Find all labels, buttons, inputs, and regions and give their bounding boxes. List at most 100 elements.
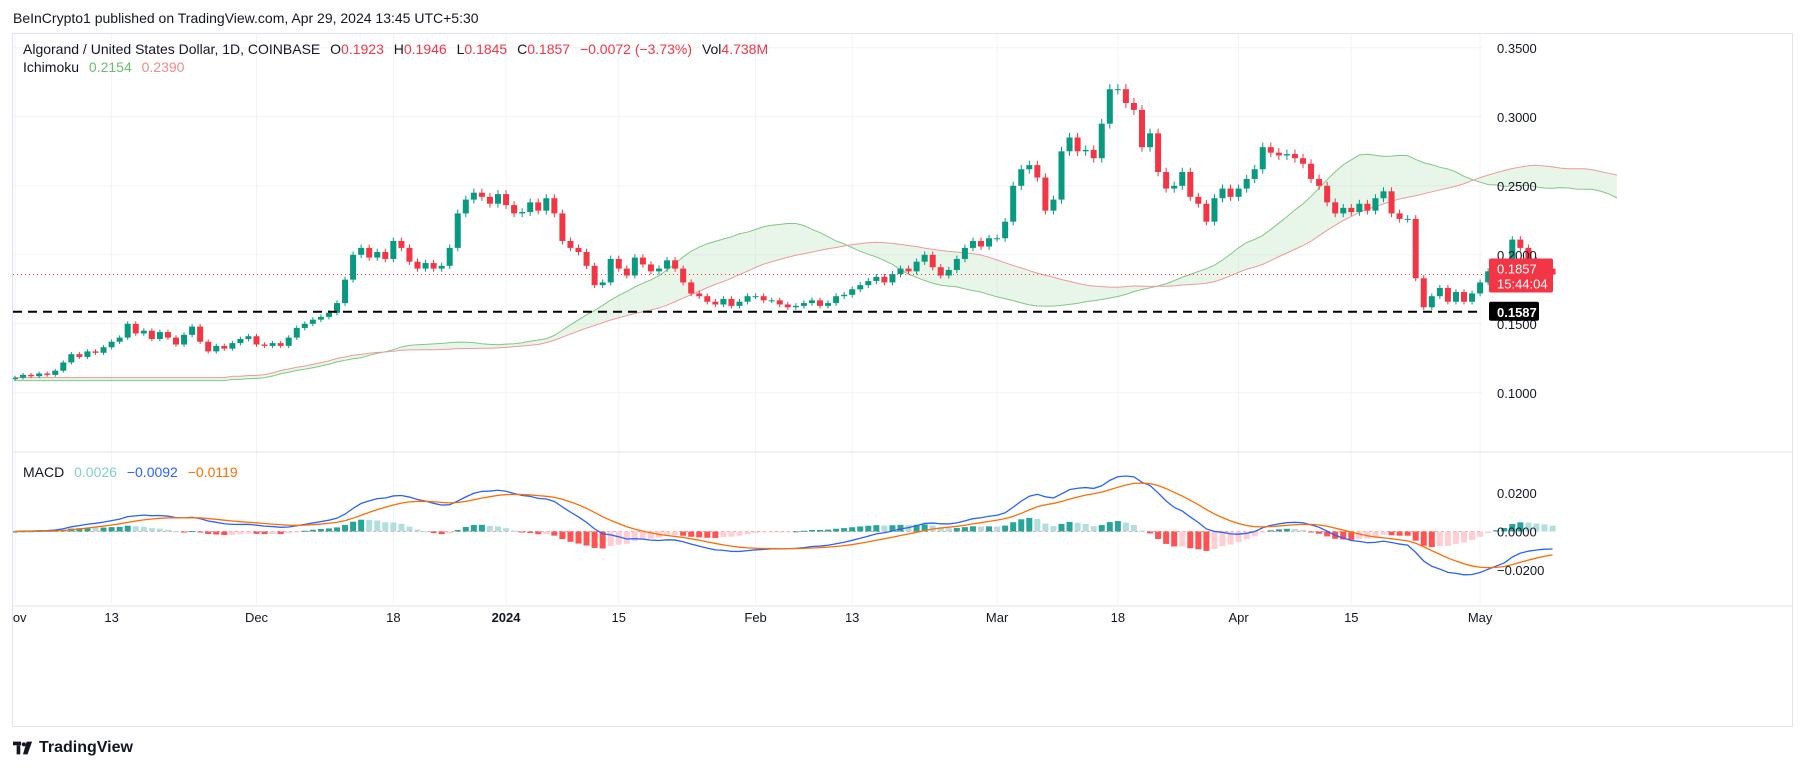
candle-body	[325, 312, 332, 317]
candle-body	[1042, 177, 1049, 211]
candle-body	[704, 296, 711, 302]
candle-body	[1195, 196, 1202, 204]
candle-body	[181, 334, 188, 345]
candle-body	[382, 252, 389, 259]
macd-hist-bar	[881, 525, 888, 532]
macd-hist-bar	[841, 528, 848, 532]
macd-hist-bar	[559, 531, 566, 540]
macd-hist-bar	[1396, 531, 1403, 536]
candle-body	[631, 257, 638, 276]
macd-hist-bar	[124, 525, 131, 532]
macd-hist-bar	[1300, 529, 1306, 532]
candle-body	[784, 304, 791, 308]
symbol-title: Algorand / United States Dollar, 1D, COI…	[23, 41, 321, 57]
candle-body	[1082, 149, 1089, 152]
macd-hist-bar	[108, 527, 115, 532]
candle-body	[100, 347, 107, 353]
macd-hist-bar	[245, 531, 252, 534]
date-tick-label: Dec	[245, 610, 269, 625]
macd-hist-bar	[173, 531, 179, 533]
date-tick-label: 18	[386, 610, 400, 625]
candle-body	[108, 341, 115, 348]
candle-body	[1026, 165, 1033, 170]
candle-body	[953, 258, 960, 270]
candle-body	[156, 332, 163, 339]
candle-body	[688, 282, 695, 294]
macd-hist-bar	[945, 528, 952, 532]
macd-hist-bar	[406, 526, 413, 532]
candle-body	[591, 265, 598, 286]
candle-body	[495, 194, 501, 204]
tradingview-brand[interactable]: TradingView	[13, 739, 133, 757]
candle-body	[800, 303, 807, 306]
candle-body	[503, 194, 510, 206]
candle-body	[398, 241, 405, 248]
candle-body	[269, 343, 276, 346]
price-levels	[13, 274, 1483, 313]
macd-hist-bar	[1251, 531, 1258, 537]
candle-body	[575, 247, 582, 253]
ohlc-high: H0.1946	[393, 41, 447, 57]
candle-body	[1300, 158, 1306, 164]
publish-info: BeInCrypto1 published on TradingView.com…	[13, 10, 479, 26]
candle-body	[1090, 149, 1097, 159]
candle-body	[1058, 151, 1065, 200]
macd-hist-bar	[213, 531, 220, 535]
macd-hist-bar	[325, 528, 332, 532]
macd-line-value: −0.0092	[126, 464, 178, 480]
macd-hist-bar	[1485, 531, 1492, 534]
candle-body	[84, 351, 91, 357]
chart-canvas[interactable]: 0.35000.30000.25000.20000.15000.1000Nov1…	[13, 34, 1792, 726]
ichimoku-label: Ichimoku	[23, 59, 80, 75]
candle-body	[1243, 178, 1250, 189]
macd-label: MACD	[23, 464, 65, 480]
macd-hist-bar	[1219, 531, 1226, 547]
candle-body	[945, 269, 952, 276]
macd-hist-bar	[1412, 531, 1419, 541]
candle-body	[768, 300, 775, 302]
candle-body	[1485, 271, 1492, 283]
last-price-tag-bg	[1489, 258, 1553, 293]
candle-body	[1372, 198, 1379, 211]
macd-hist-bar	[575, 531, 582, 544]
candle-body	[76, 354, 83, 357]
candle-body	[913, 261, 920, 272]
macd-hist-bar	[334, 527, 340, 532]
macd-hist-bar	[800, 530, 807, 532]
candle-body	[92, 351, 99, 353]
macd-hist-bar	[1243, 531, 1250, 540]
macd-hist-bar	[1203, 531, 1210, 551]
candle-body	[1259, 147, 1266, 170]
macd-hist-bar	[1461, 531, 1467, 543]
axes: 0.35000.30000.25000.20000.15000.1000Nov1…	[13, 41, 1792, 625]
candle-body	[1163, 172, 1170, 189]
candle-body	[1404, 218, 1411, 220]
macd-hist-bar	[639, 531, 646, 540]
chart-frame[interactable]: 0.35000.30000.25000.20000.15000.1000Nov1…	[12, 33, 1793, 727]
macd-hist-bar	[1050, 526, 1057, 532]
macd-hist-bar	[1356, 531, 1363, 539]
candle-body	[1219, 188, 1226, 199]
macd-hist-bar	[672, 531, 679, 536]
macd-hist-bar	[285, 531, 292, 534]
candle-body	[189, 326, 196, 335]
macd-hist-bar	[1541, 524, 1548, 532]
price-tick-label: 0.1000	[1497, 386, 1537, 401]
macd-hist-bar	[1340, 531, 1347, 540]
candle-body	[1018, 169, 1025, 186]
macd-hist-bar	[1010, 522, 1017, 532]
candle-body	[430, 263, 437, 269]
candle-body	[1428, 296, 1435, 308]
candle-body	[285, 337, 292, 346]
support-tag-bg	[1489, 301, 1539, 321]
macd-hist-bar	[84, 527, 91, 532]
macd-hist-bar	[503, 528, 510, 532]
macd-hist-bar	[1380, 531, 1387, 535]
candle-body	[841, 294, 848, 297]
macd-hist-bar	[953, 528, 960, 532]
candle-body	[1267, 147, 1274, 153]
candle-body	[229, 343, 236, 349]
macd-hist-bar	[857, 526, 864, 532]
candle-body	[599, 282, 606, 286]
ichimoku-legend: Ichimoku 0.2154 0.2390	[23, 59, 190, 75]
